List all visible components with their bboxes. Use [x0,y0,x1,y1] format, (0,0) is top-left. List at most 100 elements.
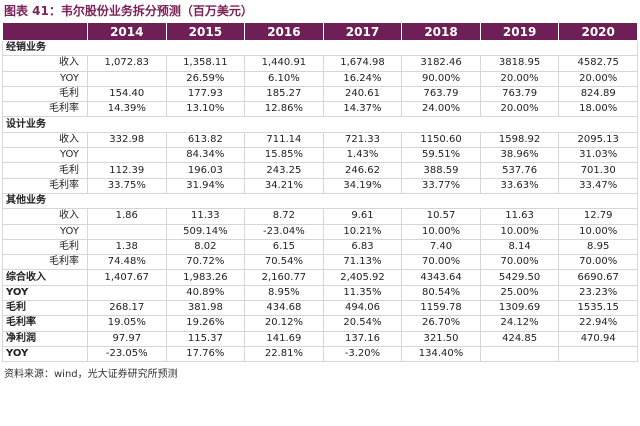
value-cell: 1,440.91 [244,55,324,72]
value-cell: 1150.60 [401,131,481,149]
value-cell: 26.59% [165,70,246,87]
data-row: 毛利率 74.48% 70.72% 70.54% 71.13% 70.00% 70.00% 7… [2,254,638,271]
year-header: 2014 [87,22,167,41]
row-label: 净利润 [2,330,88,347]
value-cell: 20.00% [479,101,560,118]
value-cell: 12.86% [244,101,324,118]
header-cell [2,22,88,41]
value-cell: 20.12% [244,315,324,332]
section-title: 其他业务 [2,192,638,210]
data-row: 收入 1.86 11.33 8.72 9.61 10.57 11.63 12.79 [2,208,638,225]
value-cell: 134.40% [401,345,481,363]
value-cell: 22.94% [558,315,638,332]
year-header: 2015 [165,22,246,41]
row-label: YOY [2,284,88,302]
data-row: 净利润 97.97 115.37 141.69 137.16 321.50 424.85 47… [2,330,638,347]
data-row: YOY -23.05% 17.76% 22.81% -3.20% 134.40% [2,345,638,363]
value-cell: 25.00% [479,284,560,302]
value-cell: 13.10% [165,101,246,118]
value-cell [87,223,167,240]
value-cell: 613.82 [165,131,246,149]
value-cell: 1.38 [87,238,167,256]
value-cell [479,345,560,363]
value-cell: 1.86 [87,208,167,225]
value-cell: 141.69 [244,330,324,347]
year-header: 2019 [479,22,560,41]
row-label: 毛利 [2,300,88,317]
value-cell: 196.03 [165,162,246,179]
value-cell: 154.40 [87,85,167,103]
value-cell: 33.47% [558,177,638,194]
data-row: 收入 332.98 613.82 711.14 721.33 1150.60 1598.92… [2,131,638,149]
value-cell: 8.14 [479,238,560,256]
value-cell: 321.50 [401,330,481,347]
value-cell: 268.17 [87,300,167,317]
value-cell: 115.37 [165,330,246,347]
value-cell: -23.05% [87,345,167,363]
value-cell: 34.19% [322,177,403,194]
value-cell: 34.21% [244,177,324,194]
value-cell: 17.76% [165,345,246,363]
value-cell: 5429.50 [479,269,560,286]
value-cell: 2,160.77 [244,269,324,286]
value-cell: 1535.15 [558,300,638,317]
header-row: 2014 2015 2016 2017 2018 2019 2020 [2,22,638,41]
data-row: 收入 1,072.83 1,358.11 1,440.91 1,674.98 3182.4… [2,55,638,72]
data-row: YOY 40.89% 8.95% 11.35% 80.54% 25.00% 23.23% [2,284,638,302]
value-cell: 1,358.11 [165,55,246,72]
value-cell: 11.33 [165,208,246,225]
value-cell: 16.24% [322,70,403,87]
section-row: 经销业务 [2,39,638,57]
value-cell: 9.61 [322,208,403,225]
table-body: 经销业务 收入 1,072.83 1,358.11 1,440.91 1,674.98 31… [2,39,638,363]
value-cell: 1.43% [322,147,403,164]
section-row: 其他业务 [2,192,638,210]
value-cell: 33.77% [401,177,481,194]
value-cell: 20.00% [479,70,560,87]
value-cell: 2095.13 [558,131,638,149]
value-cell: 70.00% [401,254,481,271]
value-cell: 11.35% [322,284,403,302]
value-cell: 434.68 [244,300,324,317]
value-cell: 38.96% [479,147,560,164]
value-cell: 1309.69 [479,300,560,317]
row-label: YOY [2,147,88,164]
value-cell: 137.16 [322,330,403,347]
value-cell: 246.62 [322,162,403,179]
value-cell: 509.14% [165,223,246,240]
value-cell: 40.89% [165,284,246,302]
value-cell: 70.00% [479,254,560,271]
value-cell: -3.20% [322,345,403,363]
year-header: 2018 [401,22,481,41]
value-cell: 1159.78 [401,300,481,317]
value-cell: 15.85% [244,147,324,164]
value-cell [87,70,167,87]
value-cell: 185.27 [244,85,324,103]
value-cell: 470.94 [558,330,638,347]
row-label: 毛利率 [2,177,88,194]
value-cell: 20.54% [322,315,403,332]
data-row: 毛利 154.40 177.93 185.27 240.61 763.79 763.79 82… [2,85,638,103]
value-cell: 824.89 [558,85,638,103]
value-cell: 1,674.98 [322,55,403,72]
row-label: 综合收入 [2,269,88,286]
value-cell: 537.76 [479,162,560,179]
data-row: 毛利 1.38 8.02 6.15 6.83 7.40 8.14 8.95 [2,238,638,256]
value-cell: 1,407.67 [87,269,167,286]
value-cell: 243.25 [244,162,324,179]
value-cell: 1,072.83 [87,55,167,72]
value-cell: 332.98 [87,131,167,149]
value-cell: 4582.75 [558,55,638,72]
value-cell: 10.00% [479,223,560,240]
value-cell [87,147,167,164]
row-label: 收入 [2,55,88,72]
value-cell: 70.54% [244,254,324,271]
value-cell: 2,405.92 [322,269,403,286]
value-cell: 71.13% [322,254,403,271]
value-cell: 70.00% [558,254,638,271]
row-label: 收入 [2,131,88,149]
value-cell [87,284,167,302]
value-cell: 18.00% [558,101,638,118]
row-label: 毛利率 [2,254,88,271]
